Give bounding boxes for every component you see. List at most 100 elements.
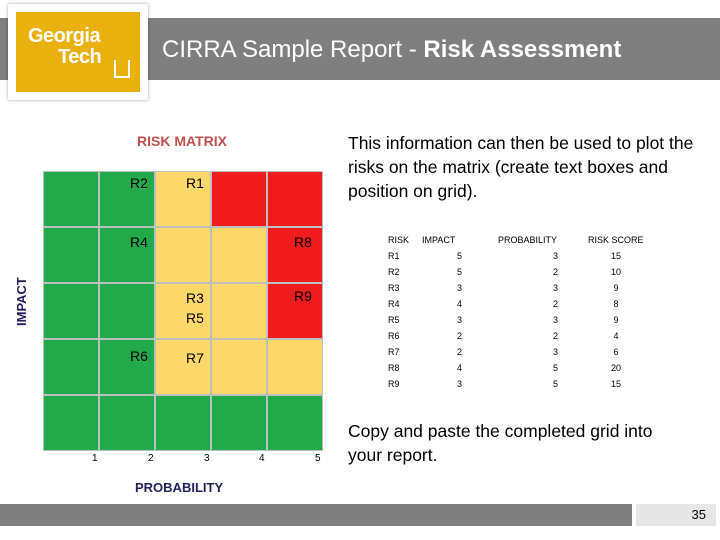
matrix-cell bbox=[43, 395, 99, 451]
table-row: R5 3 3 9 bbox=[388, 312, 644, 328]
matrix-cell bbox=[43, 283, 99, 339]
copy-note-text: Copy and paste the completed grid into y… bbox=[348, 421, 653, 465]
risk-tag-r5[interactable]: R5 bbox=[186, 310, 204, 326]
instruction-text: This information can then be used to plo… bbox=[348, 133, 694, 201]
cell-impact: 3 bbox=[456, 283, 462, 293]
x-tick-3: 3 bbox=[204, 453, 210, 464]
matrix-title: RISK MATRIX bbox=[137, 133, 227, 149]
risk-tag-r3[interactable]: R3 bbox=[186, 290, 204, 306]
impact-axis-label: IMPACT bbox=[14, 277, 29, 326]
table-row: R4 4 2 8 bbox=[388, 296, 644, 312]
cell-probability: 5 bbox=[552, 363, 558, 373]
risk-tag-r4[interactable]: R4 bbox=[130, 234, 148, 250]
cell-score: 6 bbox=[613, 347, 619, 357]
cell-risk: R2 bbox=[388, 267, 400, 277]
cell-risk: R5 bbox=[388, 315, 400, 325]
matrix-cell bbox=[43, 171, 99, 227]
cell-probability: 3 bbox=[552, 283, 558, 293]
cell-risk: R8 bbox=[388, 363, 400, 373]
matrix-cell bbox=[267, 339, 323, 395]
cell-risk: R3 bbox=[388, 283, 400, 293]
matrix-cell bbox=[211, 171, 267, 227]
cell-probability: 2 bbox=[552, 267, 558, 277]
cell-score: 9 bbox=[613, 283, 619, 293]
cell-probability: 3 bbox=[552, 347, 558, 357]
matrix-cell bbox=[99, 339, 155, 395]
table-row: R6 2 2 4 bbox=[388, 328, 644, 344]
col-header-risk: RISK bbox=[388, 235, 410, 245]
matrix-cell bbox=[267, 395, 323, 451]
table-row: R7 2 3 6 bbox=[388, 344, 644, 360]
table-header-row: RISK IMPACT PROBABILITY RISK SCORE bbox=[388, 234, 644, 248]
matrix-cell bbox=[43, 227, 99, 283]
cell-impact: 3 bbox=[456, 379, 462, 389]
table-row: R9 3 5 15 bbox=[388, 376, 644, 392]
table-row: R2 5 2 10 bbox=[388, 264, 644, 280]
cell-risk: R4 bbox=[388, 299, 400, 309]
cell-score: 20 bbox=[610, 363, 621, 373]
matrix-cell bbox=[155, 283, 211, 339]
matrix-cell bbox=[99, 395, 155, 451]
cell-risk: R1 bbox=[388, 251, 400, 261]
col-header-risk-score: RISK SCORE bbox=[588, 235, 644, 245]
page-title: CIRRA Sample Report - Risk Assessment bbox=[162, 36, 621, 64]
logo-wordmark: Georgia Tech bbox=[28, 25, 102, 68]
logo-line-georgia: Georgia bbox=[28, 25, 101, 47]
matrix-cell bbox=[211, 283, 267, 339]
matrix-cell bbox=[211, 395, 267, 451]
matrix-cell bbox=[267, 171, 323, 227]
cell-impact: 5 bbox=[456, 251, 462, 261]
matrix-cell bbox=[155, 227, 211, 283]
footer-band bbox=[0, 504, 632, 526]
cell-impact: 3 bbox=[456, 315, 462, 325]
cell-risk: R6 bbox=[388, 331, 400, 341]
cell-probability: 2 bbox=[552, 299, 558, 309]
cell-score: 8 bbox=[613, 299, 619, 309]
col-header-impact: IMPACT bbox=[422, 235, 456, 245]
logo-tower-icon bbox=[114, 60, 130, 78]
page-number: 35 bbox=[636, 504, 716, 526]
cell-risk: R7 bbox=[388, 347, 400, 357]
table-row: R1 5 3 15 bbox=[388, 248, 644, 264]
cell-impact: 4 bbox=[456, 299, 462, 309]
table-row: R3 3 3 9 bbox=[388, 280, 644, 296]
matrix-cell bbox=[155, 339, 211, 395]
title-part-1: CIRRA Sample Report - bbox=[162, 36, 424, 63]
risk-tag-r6[interactable]: R6 bbox=[130, 348, 148, 364]
risk-tag-r7[interactable]: R7 bbox=[186, 350, 204, 366]
col-header-probability: PROBABILITY bbox=[498, 235, 558, 245]
logo-line-tech: Tech bbox=[58, 46, 102, 68]
risk-tag-r8[interactable]: R8 bbox=[294, 234, 312, 250]
matrix-cell bbox=[43, 339, 99, 395]
cell-probability: 3 bbox=[552, 315, 558, 325]
logo-gold-panel: Georgia Tech bbox=[16, 12, 140, 92]
cell-probability: 3 bbox=[552, 251, 558, 261]
table-row: R8 4 5 20 bbox=[388, 360, 644, 376]
matrix-cell bbox=[211, 339, 267, 395]
risk-tag-r9[interactable]: R9 bbox=[294, 288, 312, 304]
risk-tag-r2[interactable]: R2 bbox=[130, 175, 148, 191]
cell-score: 4 bbox=[613, 331, 619, 341]
cell-score: 9 bbox=[613, 315, 619, 325]
matrix-cell bbox=[99, 171, 155, 227]
matrix-cell bbox=[155, 171, 211, 227]
cell-probability: 5 bbox=[552, 379, 558, 389]
cell-risk: R9 bbox=[388, 379, 400, 389]
cell-score: 15 bbox=[610, 251, 621, 261]
cell-impact: 2 bbox=[456, 347, 462, 357]
cell-impact: 5 bbox=[456, 267, 462, 277]
cell-impact: 2 bbox=[456, 331, 462, 341]
cell-score: 15 bbox=[610, 379, 621, 389]
risk-tag-r1[interactable]: R1 bbox=[186, 175, 204, 191]
matrix-cell bbox=[267, 283, 323, 339]
matrix-cell bbox=[267, 227, 323, 283]
probability-axis-label: PROBABILITY bbox=[135, 480, 224, 495]
matrix-cell bbox=[155, 395, 211, 451]
x-tick-1: 1 bbox=[92, 453, 98, 464]
risk-score-table: RISK IMPACT PROBABILITY RISK SCORE R1 5 3 1… bbox=[388, 234, 644, 392]
cell-probability: 2 bbox=[552, 331, 558, 341]
title-part-2: Risk Assessment bbox=[423, 36, 622, 63]
x-tick-4: 4 bbox=[259, 453, 265, 464]
x-tick-2: 2 bbox=[148, 453, 154, 464]
georgia-tech-logo: Georgia Tech bbox=[8, 4, 148, 100]
